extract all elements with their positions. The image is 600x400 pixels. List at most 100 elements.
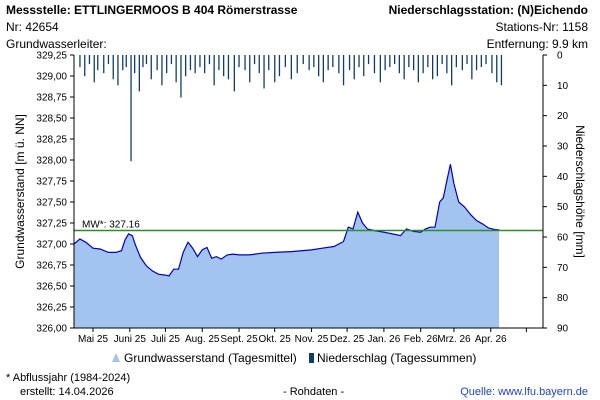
left-tick-label: 329,00 [36,72,67,83]
right-tick-label: 20 [557,111,569,122]
precip-bar [327,55,329,71]
precip-bar [417,55,419,83]
precip-bar [103,55,105,74]
precip-bar [107,55,110,65]
precip-bar [353,55,355,80]
precip-bar [88,55,91,65]
precip-bar [227,55,230,80]
precip-bar [134,55,136,74]
x-tick-label: Dez. 25 [330,334,365,345]
precip-bar [451,55,453,86]
legend-precip-icon [309,353,314,363]
precip-bar [313,55,315,68]
precip-bar [436,55,438,77]
precip-bar [166,55,168,74]
x-tick-label: Apr. 26 [475,334,507,345]
precip-bar [389,55,391,68]
precip-bar [485,55,487,65]
precip-bar [185,55,187,77]
x-tick-label: Okt. 25 [259,334,292,345]
precip-bar [125,55,127,68]
precip-bar [461,55,463,71]
rawdata-label: - Rohdaten - [283,386,345,398]
x-tick-label: Juli 25 [151,334,180,345]
x-tick-label: Nov. 25 [295,334,329,345]
precip-bar [258,55,260,74]
precip-bar [161,55,163,86]
legend-groundwater-icon [112,353,120,362]
station-title: Messstelle: ETTLINGERMOOS B 404 Römerstr… [6,3,298,17]
groundwater-line [73,164,500,277]
left-tick-label: 327,00 [36,240,67,251]
created-date: erstellt: 14.04.2026 [20,386,114,398]
precip-bar [170,55,173,65]
x-tick-label: Aug. 25 [185,334,220,345]
precip-bar [358,55,360,68]
right-tick-label: 30 [557,142,569,153]
precip-bar [408,55,410,68]
precip-bar [138,55,140,92]
precip-bar [278,55,281,77]
right-tick-label: 90 [557,324,569,335]
precip-bar [223,55,225,77]
precip-bar [97,55,99,71]
precip-bar [363,55,365,77]
precip-bar [142,55,144,68]
precip-station-title: Niederschlagsstation: (N)Eichendo [388,3,588,17]
precip-bar [471,55,473,80]
precip-bar [84,55,86,77]
x-tick-label: Sept. 25 [220,334,258,345]
right-tick-label: 10 [557,81,569,92]
precip-bar [441,55,443,65]
left-tick-label: 326,50 [36,282,67,293]
right-tick-label: 40 [557,172,569,183]
x-tick-label: Feb. 26 [404,334,438,345]
legend-precip-label: Niederschlag (Tagessummen) [317,351,476,365]
precip-bar [466,55,468,65]
precip-bar [432,55,434,80]
precip-bar [398,55,400,74]
precip-bar [403,55,405,80]
x-tick-label: Mrz. 26 [437,334,471,345]
precip-bar [194,55,196,74]
precip-bar [318,55,320,77]
left-tick-label: 326,00 [36,324,67,335]
precip-bar [130,55,132,162]
precip-bar [238,55,240,68]
left-tick-label: 327,50 [36,198,67,209]
precip-bar [308,55,310,71]
precip-bar [233,55,235,92]
left-tick-label: 328,75 [36,93,67,104]
left-tick-label: 328,50 [36,114,67,125]
precip-bar [373,55,376,74]
station-number: Nr: 42654 [6,20,59,34]
precip-bar [413,55,415,71]
precip-bar [491,55,493,74]
precip-bar [302,55,304,65]
precip-bar [422,55,424,74]
precip-bar [150,55,152,80]
source-link[interactable]: Quelle: www.lfu.bayern.de [460,386,588,398]
x-tick-label: Jan. 26 [367,334,400,345]
precip-bar [296,55,298,74]
x-tick-label: Juni 25 [114,334,147,345]
precip-bar [290,55,292,80]
precip-bar [117,55,119,86]
legend-groundwater-label: Grundwasserstand (Tagesmittel) [124,351,297,365]
right-tick-label: 0 [557,51,563,62]
precip-bar [384,55,386,71]
precip-bar [253,55,256,65]
precip-bar [263,55,265,89]
left-tick-label: 328,00 [36,156,67,167]
right-tick-label: 80 [557,293,569,304]
precip-bar [112,55,114,80]
precip-bar [455,55,457,68]
right-tick-label: 60 [557,233,569,244]
precip-bar [480,55,482,68]
aquifer-label: Grundwasserleiter: [6,37,107,51]
precip-bar [189,55,192,71]
precip-bar [427,55,429,68]
right-tick-label: 70 [557,263,569,274]
precip-bar [79,55,81,68]
